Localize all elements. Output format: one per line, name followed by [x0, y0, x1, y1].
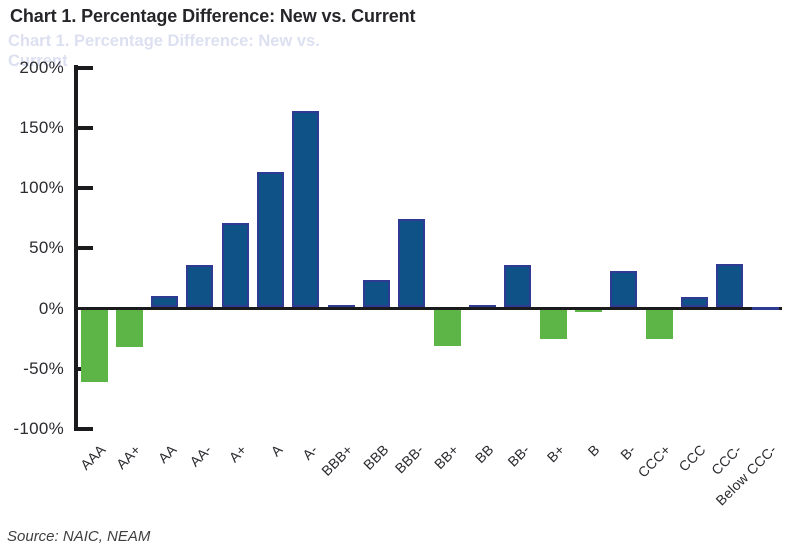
bar-A+	[222, 223, 249, 307]
bar-A	[257, 172, 284, 307]
bar-AA	[151, 296, 178, 307]
bar-B	[575, 310, 602, 312]
bar-AAA	[81, 310, 108, 382]
y-axis-tick-label: 150%	[19, 118, 64, 137]
y-axis-tick-label: 50%	[29, 238, 64, 257]
bar-BBB+	[328, 305, 355, 307]
title-ghost-line1: Chart 1. Percentage Difference: New vs.	[8, 32, 320, 50]
title-ghost-line2: Current	[8, 52, 68, 70]
x-axis-line	[74, 307, 782, 310]
title-ghost-artifact: Chart 1. Percentage Difference: New vs. …	[8, 31, 568, 71]
chart-title: Chart 1. Percentage Difference: New vs. …	[10, 6, 416, 26]
y-axis-tick-label: 0%	[38, 299, 64, 318]
bar-CCC+	[646, 310, 673, 339]
bar-BBB	[363, 280, 390, 307]
y-axis-tick-label: -100%	[13, 419, 64, 438]
y-axis-tick-label: 100%	[19, 178, 64, 197]
y-axis-tick-label: 200%	[19, 58, 64, 77]
bar-BB-	[504, 265, 531, 307]
bar-A-	[292, 111, 319, 307]
bar-Below CCC-	[752, 307, 779, 310]
y-axis-tick	[74, 126, 93, 130]
bar-CCC-	[716, 264, 743, 307]
bar-BBB-	[398, 219, 425, 307]
bar-CCC	[681, 297, 708, 307]
bar-AA-	[186, 265, 213, 307]
y-axis-tick	[74, 186, 93, 190]
y-axis-tick	[74, 427, 93, 431]
bar-AA+	[116, 310, 143, 347]
bar-B-	[610, 271, 637, 307]
bar-BB+	[434, 310, 461, 346]
source-note: Source: NAIC, NEAM	[7, 528, 151, 545]
y-axis-tick	[74, 246, 93, 250]
y-axis-tick	[74, 66, 93, 70]
y-axis-tick-label: -50%	[23, 359, 64, 378]
y-axis-line	[74, 65, 78, 431]
bar-B+	[540, 310, 567, 339]
bar-BB	[469, 305, 496, 307]
